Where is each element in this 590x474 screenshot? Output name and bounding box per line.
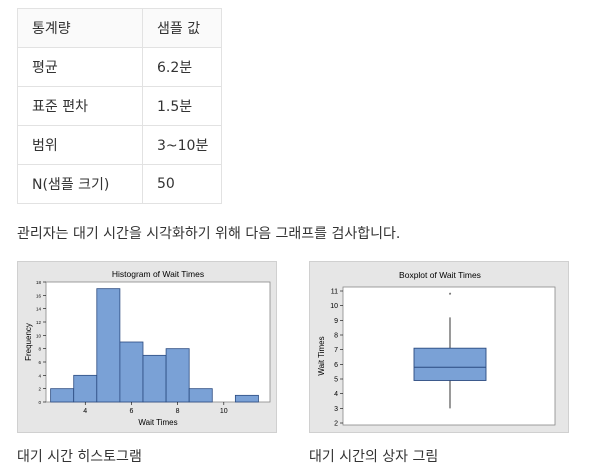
histogram-y-axis-label: Frequency (24, 323, 33, 361)
histogram-x-tick-label: 10 (220, 408, 228, 415)
boxplot-box (413, 347, 487, 381)
histogram-bar (165, 348, 190, 403)
boxplot-outlier: * (449, 293, 452, 299)
histogram-x-tick-label: 8 (176, 408, 180, 415)
boxplot-y-tick-label: 6 (334, 362, 338, 369)
histogram-bar (119, 341, 144, 403)
histogram-bar (234, 394, 259, 403)
boxplot-title: Boxplot of Wait Times (399, 270, 481, 280)
histogram-bar (188, 388, 213, 403)
histogram-y-tick-label: 16 (36, 293, 42, 298)
histogram-bar (50, 388, 75, 403)
table-row: 범위 3~10분 (17, 125, 222, 165)
boxplot-y-tick-label: 10 (330, 303, 338, 310)
boxplot-y-tick-label: 2 (334, 421, 338, 428)
table-cell: 1.5분 (142, 86, 222, 126)
boxplot-caption: 대기 시간의 상자 그림 (309, 449, 439, 465)
table-header-cell: 샘플 값 (142, 8, 222, 48)
histogram-y-tick-label: 18 (36, 280, 42, 285)
histogram-bar (96, 288, 121, 403)
boxplot-panel: Boxplot of Wait Times Wait Times * 2 3 4 5 6… (309, 261, 569, 433)
intro-text: 관리자는 대기 시간을 시각화하기 위해 다음 그래프를 검사합니다. (17, 226, 401, 242)
histogram-caption: 대기 시간 히스토그램 (17, 449, 142, 465)
boxplot-y-tick-label: 8 (334, 333, 338, 340)
boxplot-y-tick-label: 5 (334, 377, 338, 384)
histogram-x-axis-label: Wait Times (138, 418, 177, 427)
histogram-bar (73, 374, 98, 403)
table-cell: 3~10분 (142, 125, 222, 165)
table-cell: 50 (142, 164, 222, 204)
table-row: N(샘플 크기) 50 (17, 164, 222, 204)
table-cell: N(샘플 크기) (17, 164, 143, 204)
table-cell: 평균 (17, 47, 143, 87)
histogram-y-tick-label: 8 (38, 347, 41, 352)
histogram-y-tick-label: 0 (38, 400, 41, 405)
histogram-chart: Histogram of Wait Times Wait Times Frequ… (24, 269, 271, 427)
histogram-y-tick-label: 4 (38, 373, 41, 378)
histogram-y-tick-label: 10 (36, 333, 42, 338)
table-row: 평균 6.2분 (17, 47, 222, 87)
histogram-panel: Histogram of Wait Times Wait Times Frequ… (17, 261, 277, 433)
histogram-y-tick-label: 12 (36, 320, 42, 325)
histogram-bar (142, 354, 167, 403)
table-cell: 6.2분 (142, 47, 222, 87)
histogram-x-tick-label: 4 (83, 408, 87, 415)
histogram-y-tick-label: 14 (36, 307, 42, 312)
boxplot-y-tick-label: 9 (334, 318, 338, 325)
statistics-table: 통계량 샘플 값 평균 6.2분 표준 편차 1.5분 범위 3~10분 N(샘… (17, 8, 222, 204)
histogram-title: Histogram of Wait Times (112, 269, 204, 279)
histogram-y-tick-label: 6 (38, 360, 41, 365)
table-cell: 표준 편차 (17, 86, 143, 126)
boxplot-chart: Boxplot of Wait Times Wait Times * 2 3 4 5 6… (317, 270, 556, 428)
table-header-cell: 통계량 (17, 8, 143, 48)
boxplot-y-axis-label: Wait Times (317, 336, 326, 375)
boxplot-y-tick-label: 3 (334, 406, 338, 413)
table-header-row: 통계량 샘플 값 (17, 8, 222, 48)
table-row: 표준 편차 1.5분 (17, 86, 222, 126)
boxplot-y-tick-label: 4 (334, 391, 338, 398)
boxplot-y-tick-label: 11 (331, 289, 338, 296)
histogram-x-tick-label: 6 (129, 408, 133, 415)
histogram-y-tick-label: 2 (38, 387, 41, 392)
table-cell: 범위 (17, 125, 143, 165)
boxplot-y-tick-label: 7 (334, 347, 338, 354)
